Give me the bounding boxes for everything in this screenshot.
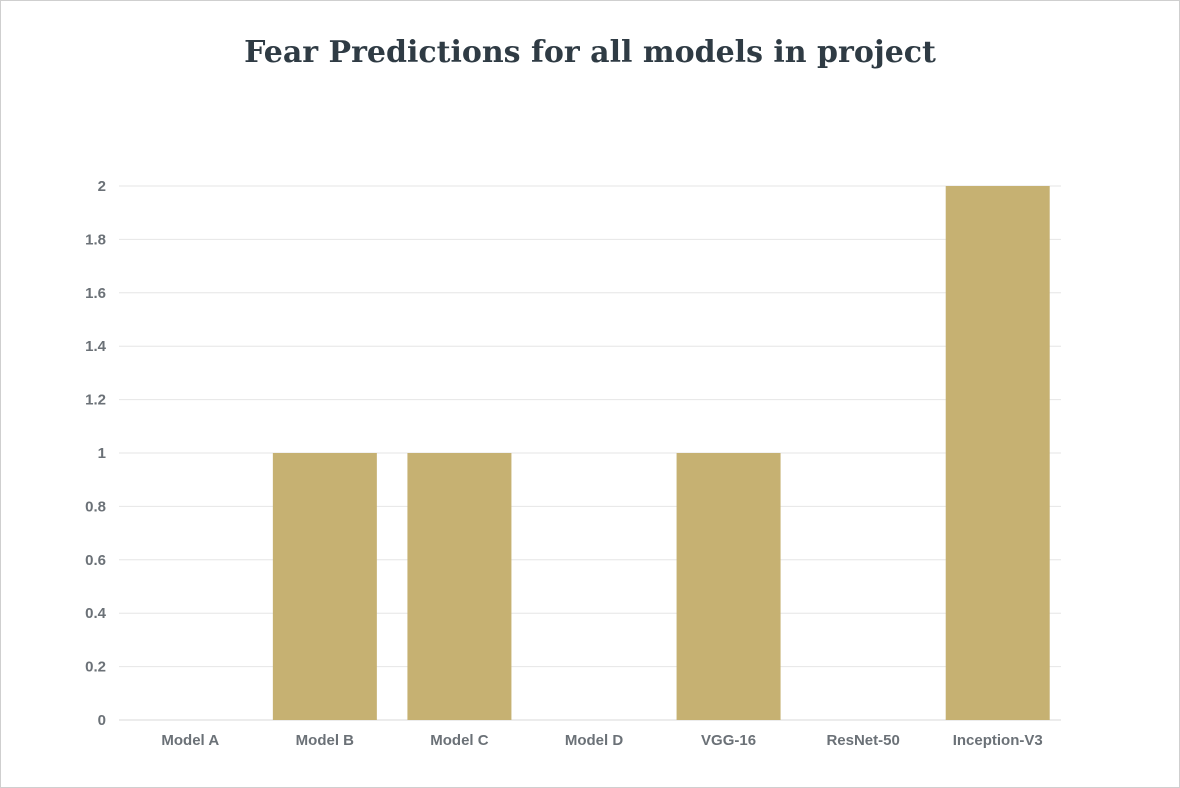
y-tick-label: 2 [98,178,106,195]
x-tick-label: VGG-16 [701,732,756,749]
x-tick-label: Inception-V3 [953,732,1043,749]
y-tick-label: 1 [98,445,106,462]
x-tick-label: Model C [430,732,488,749]
x-tick-label: Model A [161,732,219,749]
y-tick-label: 0 [98,712,106,729]
bar-model-b[interactable] [272,453,377,720]
x-tick-label: ResNet-50 [826,732,899,749]
x-tick-label: Model D [565,732,623,749]
x-tick-label: Model B [296,732,354,749]
y-tick-label: 1.4 [85,338,107,355]
y-tick-label: 0.6 [85,552,106,569]
y-tick-label: 0.4 [85,605,107,622]
y-tick-label: 1.2 [85,392,106,409]
chart-title: Fear Predictions for all models in proje… [244,35,936,70]
bar-inception-v3[interactable] [945,186,1050,720]
bar-vgg-16[interactable] [676,453,781,720]
y-tick-label: 1.8 [85,231,106,248]
y-tick-label: 0.2 [85,659,106,676]
bar-model-c[interactable] [407,453,512,720]
y-tick-label: 1.6 [85,285,106,302]
y-tick-label: 0.8 [85,498,106,515]
